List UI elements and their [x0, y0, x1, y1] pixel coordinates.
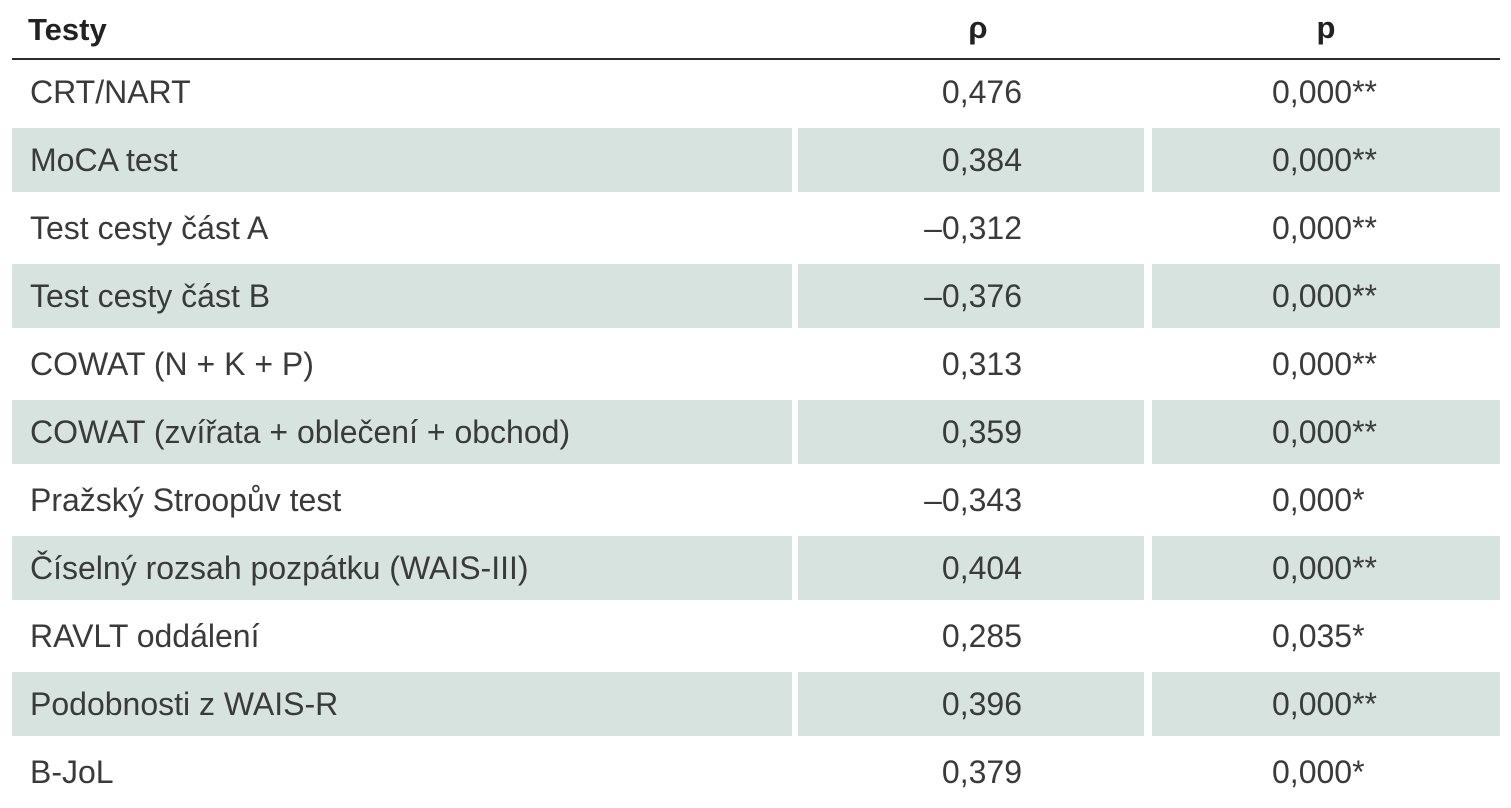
- test-name: COWAT (zvířata + oblečení + obchod): [12, 400, 792, 464]
- table-row: MoCA test 0,384 0,000**: [12, 128, 1500, 196]
- test-name: Číselný rozsah pozpátku (WAIS-III): [12, 536, 792, 600]
- table-row: Pražský Stroopův test –0,343 0,000*: [12, 468, 1500, 536]
- rho-value: 0,396: [798, 672, 1144, 736]
- p-value: 0,035*: [1272, 618, 1365, 654]
- rho-value: 0,384: [798, 128, 1144, 192]
- p-value: 0,000**: [1152, 264, 1500, 328]
- test-name: Test cesty část A: [30, 210, 269, 246]
- table-row: RAVLT oddálení 0,285 0,035*: [12, 604, 1500, 672]
- p-value: 0,000**: [1152, 536, 1500, 600]
- test-name: CRT/NART: [30, 74, 191, 110]
- correlation-table: Testy ρ p CRT/NART 0,476 0,000** MoCA te…: [12, 0, 1500, 808]
- rho-value: –0,376: [798, 264, 1144, 328]
- test-name: Test cesty část B: [12, 264, 792, 328]
- table-row: COWAT (N + K + P) 0,313 0,000**: [12, 332, 1500, 400]
- p-value: 0,000*: [1272, 482, 1365, 518]
- rho-value: –0,312: [924, 210, 1022, 246]
- table-row: Podobnosti z WAIS-R 0,396 0,000**: [12, 672, 1500, 740]
- p-value: 0,000**: [1152, 400, 1500, 464]
- test-name: Pražský Stroopův test: [30, 482, 342, 518]
- rho-value: 0,313: [941, 346, 1022, 382]
- header-p: p: [1316, 10, 1336, 45]
- p-value: 0,000**: [1152, 128, 1500, 192]
- test-name: B-JoL: [30, 754, 114, 790]
- rho-value: 0,379: [941, 754, 1022, 790]
- rho-value: 0,359: [798, 400, 1144, 464]
- table-row: Číselný rozsah pozpátku (WAIS-III) 0,404…: [12, 536, 1500, 604]
- table-row: Test cesty část B –0,376 0,000**: [12, 264, 1500, 332]
- table-row: Test cesty část A –0,312 0,000**: [12, 196, 1500, 264]
- test-name: RAVLT oddálení: [30, 618, 260, 654]
- header-tests: Testy: [28, 12, 107, 47]
- p-value: 0,000*: [1272, 754, 1365, 790]
- p-value: 0,000**: [1272, 210, 1377, 246]
- table-row: B-JoL 0,379 0,000*: [12, 740, 1500, 808]
- table-row: CRT/NART 0,476 0,000**: [12, 60, 1500, 128]
- rho-value: –0,343: [924, 482, 1022, 518]
- rho-value: 0,404: [798, 536, 1144, 600]
- header-rho: ρ: [968, 10, 988, 45]
- rho-value: 0,476: [941, 74, 1022, 110]
- rho-value: 0,285: [941, 618, 1022, 654]
- p-value: 0,000**: [1152, 672, 1500, 736]
- test-name: Podobnosti z WAIS-R: [12, 672, 792, 736]
- test-name: MoCA test: [12, 128, 792, 192]
- p-value: 0,000**: [1272, 74, 1377, 110]
- test-name: COWAT (N + K + P): [30, 346, 314, 382]
- table-header: Testy ρ p: [12, 0, 1500, 60]
- table-row: COWAT (zvířata + oblečení + obchod) 0,35…: [12, 400, 1500, 468]
- p-value: 0,000**: [1272, 346, 1377, 382]
